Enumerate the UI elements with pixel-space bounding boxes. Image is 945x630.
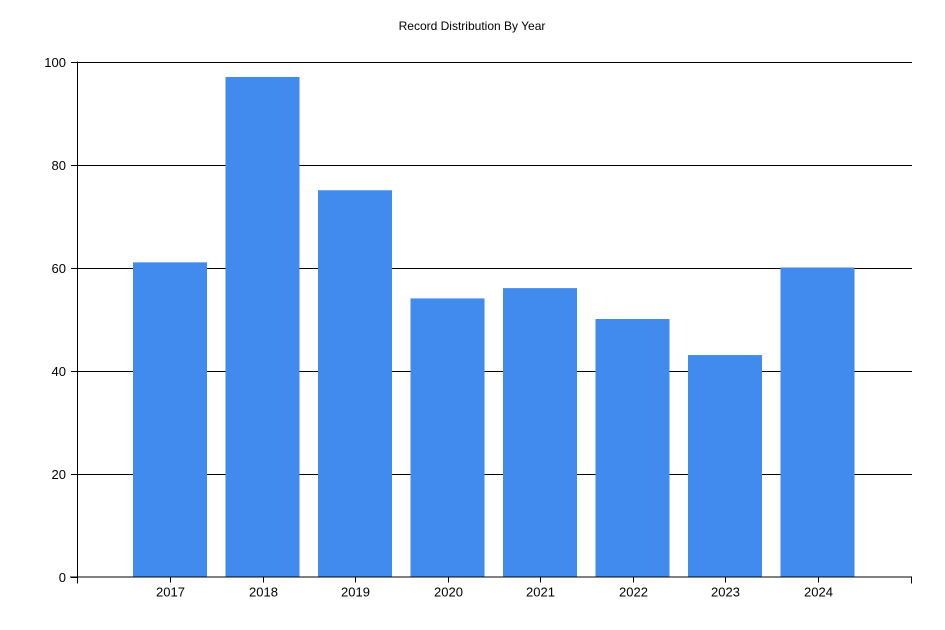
bar	[780, 267, 855, 577]
x-tick-label: 2020	[434, 585, 463, 600]
axes	[70, 61, 912, 584]
bar	[595, 319, 670, 577]
chart-title: Record Distribution By Year	[399, 19, 546, 33]
bar	[225, 76, 300, 577]
x-tick-label: 2021	[526, 585, 555, 600]
y-axis-ticks: 0 20 40 60 80 100	[44, 55, 77, 585]
x-tick-label: 2019	[341, 585, 370, 600]
x-axis-ticks: 2017 2018 2019 2020 2021 2022 2023 2024	[156, 576, 833, 600]
y-tick-label: 40	[52, 364, 66, 379]
y-tick-label: 0	[59, 570, 66, 585]
x-tick-label: 2017	[156, 585, 185, 600]
y-tick-label: 80	[52, 158, 66, 173]
x-tick-label: 2023	[711, 585, 740, 600]
bar	[318, 190, 392, 577]
bar	[688, 355, 762, 577]
x-tick-label: 2024	[804, 585, 833, 600]
bar	[503, 288, 577, 577]
bar	[133, 262, 207, 577]
x-tick-label: 2018	[249, 585, 278, 600]
bar	[410, 298, 485, 577]
x-tick-label: 2022	[619, 585, 648, 600]
y-tick-label: 60	[52, 261, 66, 276]
y-tick-label: 20	[52, 467, 66, 482]
y-tick-label: 100	[44, 55, 66, 70]
bars	[133, 76, 855, 577]
gridlines	[77, 62, 912, 475]
